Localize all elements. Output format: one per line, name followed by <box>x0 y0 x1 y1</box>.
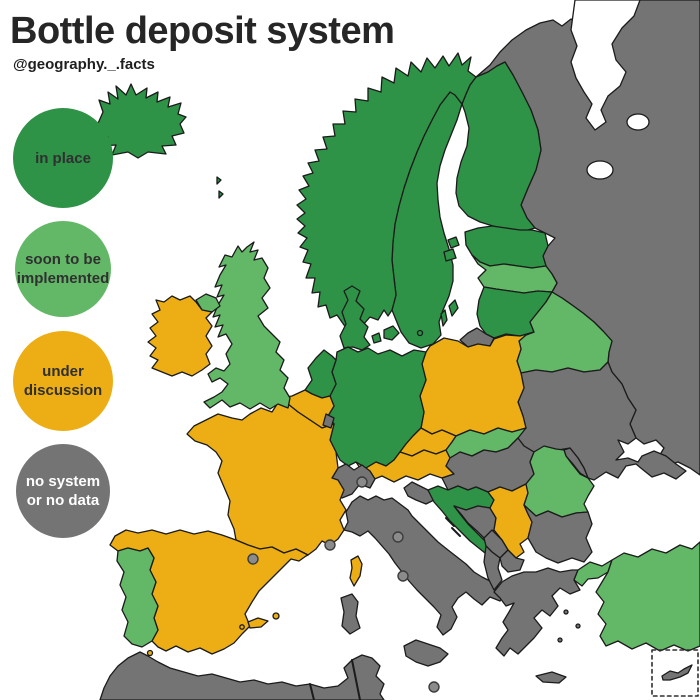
microstate-andorra <box>247 553 259 565</box>
legend-under-discussion: under discussion <box>13 331 113 431</box>
microstate-vatican <box>397 570 409 582</box>
country-ireland <box>147 295 213 377</box>
legend-in-place: in place <box>13 108 113 208</box>
white-sea <box>570 0 641 131</box>
africa-border-2 <box>351 659 361 700</box>
country-netherlands <box>304 349 337 399</box>
aegean-island-3 <box>557 637 563 643</box>
legend-no-system-or-no-data: no system or no data <box>16 444 110 538</box>
legend-discussion-label-line2: discussion <box>23 382 103 399</box>
country-turkey-thrace <box>573 559 613 587</box>
microstate-monaco <box>324 539 336 551</box>
island-corsica <box>349 555 363 587</box>
cyprus-inset-box <box>651 649 699 697</box>
croatia-islands <box>445 517 461 537</box>
aegean-island-2 <box>575 623 581 629</box>
ceuta-dot <box>146 649 154 657</box>
region-north-africa <box>99 651 385 700</box>
country-albania <box>483 545 503 591</box>
country-portugal <box>116 547 159 648</box>
island-zealand <box>383 325 400 341</box>
country-norway <box>296 52 477 334</box>
microstate-san-marino <box>392 531 404 543</box>
country-romania <box>523 445 595 518</box>
country-bulgaria <box>523 504 593 564</box>
island-sardinia <box>340 593 361 635</box>
island-menorca <box>272 612 280 620</box>
country-luxembourg <box>322 413 335 429</box>
page-title: Bottle deposit system <box>10 10 395 52</box>
island-bornholm <box>416 329 424 337</box>
country-greece <box>493 567 581 657</box>
faroe-islands <box>216 176 224 199</box>
lake-onega <box>626 113 650 131</box>
credit-handle: @geography._.facts <box>13 56 155 73</box>
country-italy <box>343 495 507 636</box>
country-croatia <box>427 485 497 558</box>
island-funen <box>371 332 382 344</box>
lake-ladoga <box>586 160 614 180</box>
country-cyprus <box>661 664 693 681</box>
country-denmark <box>339 285 371 351</box>
legend-none-label-line2: or no data <box>26 492 100 509</box>
island-saaremaa <box>447 236 460 249</box>
legend-in-place-label: in place <box>35 149 91 167</box>
microstate-liechtenstein <box>356 476 368 488</box>
island-ibiza <box>239 624 245 630</box>
islands-balearics <box>247 617 269 629</box>
country-north-macedonia <box>499 549 525 573</box>
microstate-malta <box>428 681 440 693</box>
legend-soon-label-line1: soon to be <box>25 251 101 268</box>
country-poland <box>419 331 535 437</box>
africa-border-1 <box>309 683 315 700</box>
island-gotland <box>448 299 459 317</box>
island-sicily <box>403 639 449 667</box>
legend-discussion-label-line1: under <box>42 363 84 380</box>
aegean-island-1 <box>563 609 569 615</box>
country-uk <box>203 241 291 410</box>
island-hiiumaa <box>443 248 457 262</box>
island-crete <box>535 671 567 684</box>
legend-soon-label-line2: implemented <box>16 270 110 287</box>
country-spain <box>109 529 309 655</box>
country-turkey <box>595 541 700 652</box>
country-iceland <box>95 83 187 159</box>
legend-none-label-line1: no system <box>25 473 101 490</box>
island-oland <box>440 309 448 327</box>
legend-soon-to-be-implemented: soon to be implemented <box>15 221 111 317</box>
